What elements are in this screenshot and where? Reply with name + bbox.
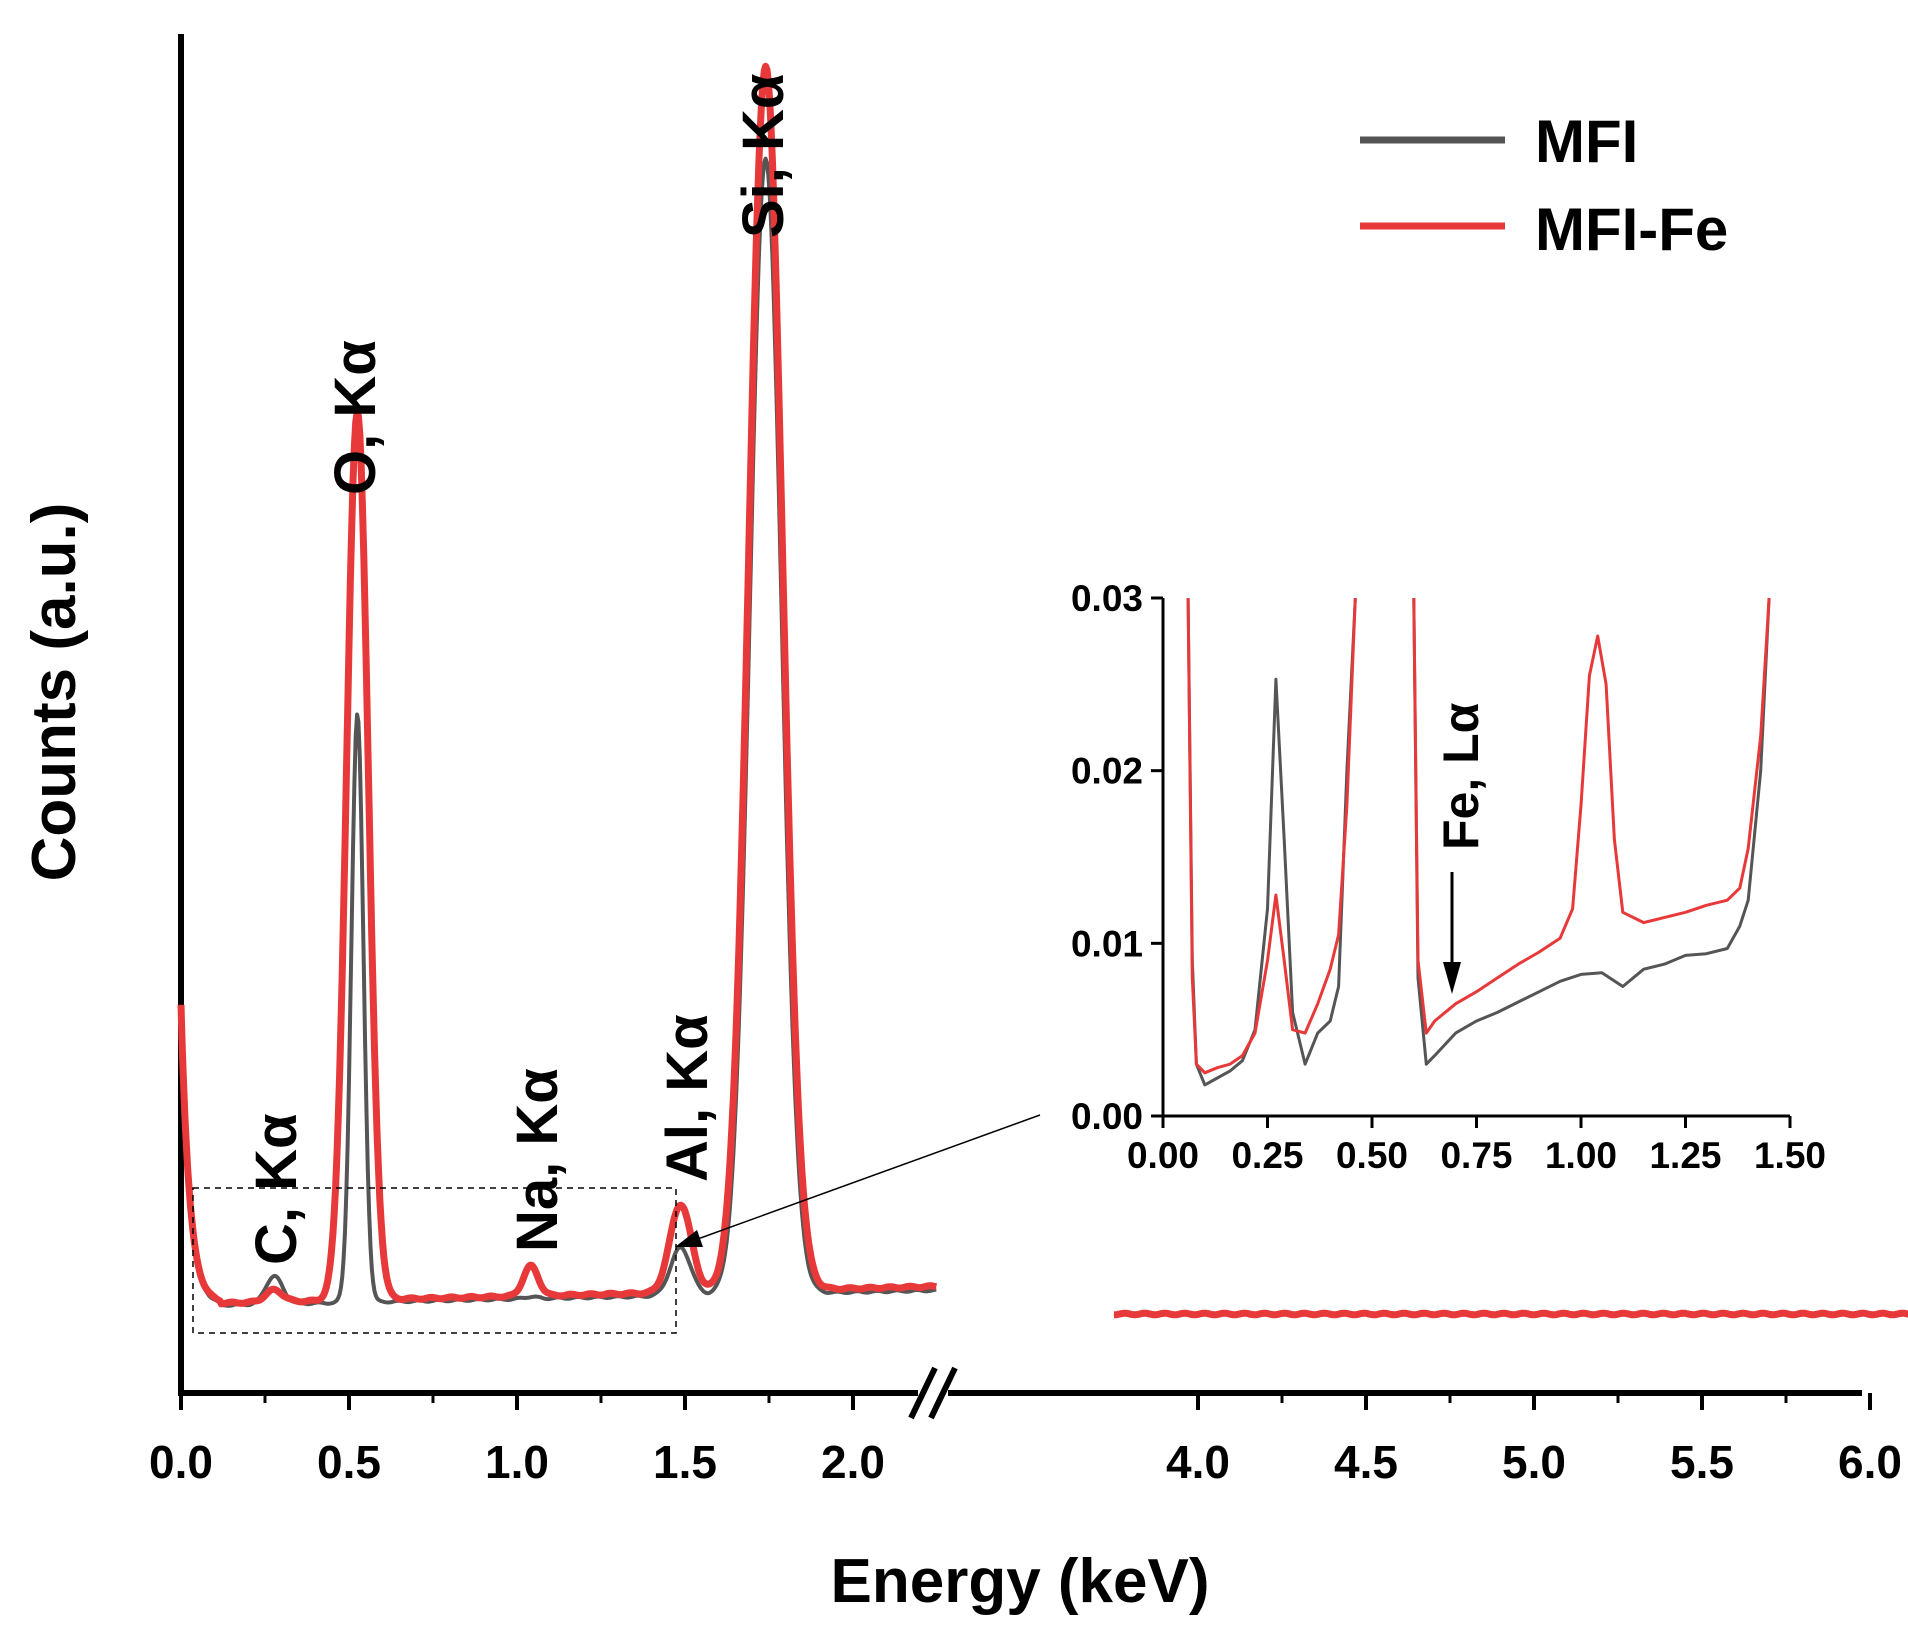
x-tick-label-1: 0.5 (317, 1436, 381, 1488)
inset-y-tick-label-0: 0.00 (1071, 1096, 1143, 1137)
peak-label-na-k: Na, Kα (505, 1068, 570, 1252)
inset-x-tick-label-5: 1.25 (1649, 1135, 1721, 1176)
legend: MFI MFI-Fe (1360, 108, 1728, 263)
fe-arrow (1443, 872, 1461, 994)
inset-y-tick-label-2: 0.02 (1071, 751, 1143, 792)
legend-label-mfi-fe: MFI-Fe (1535, 196, 1728, 263)
inset-series-mfi (1186, 597, 1771, 1087)
inset-x-tick-label-0: 0.00 (1127, 1135, 1199, 1176)
x-tick-label-2: 1.0 (485, 1436, 549, 1488)
legend-label-mfi: MFI (1535, 108, 1638, 175)
inset-x-tick-label-1: 0.25 (1231, 1135, 1303, 1176)
x-tick-label-8: 5.5 (1670, 1436, 1734, 1488)
inset-y-tick-label-3: 0.03 (1071, 578, 1143, 619)
x-tick-label-3: 1.5 (653, 1436, 717, 1488)
x-axis-title: Energy (keV) (830, 1547, 1209, 1616)
x-tick-label-5: 4.0 (1166, 1436, 1230, 1488)
zoom-connector (694, 1114, 1041, 1241)
peak-label-o-k: O, Kα (323, 340, 388, 495)
x-tick-label-6: 4.5 (1334, 1436, 1398, 1488)
inset-x-tick-label-4: 1.00 (1545, 1135, 1617, 1176)
axis-break-marker (908, 1366, 958, 1420)
fe-annotation: Fe, Lα (1433, 702, 1489, 850)
inset-y-tick-label-1: 0.01 (1071, 923, 1143, 964)
zoom-connector-arrowhead (675, 1230, 703, 1247)
inset-x-tick-label-2: 0.50 (1336, 1135, 1408, 1176)
x-tick-label-7: 5.0 (1502, 1436, 1566, 1488)
peak-label-al-k: Al, Kα (655, 1014, 720, 1182)
inset-chart: 0.00 0.25 0.50 0.75 1.00 1.25 1.50 0.00 0.01 0.02… (1071, 578, 1826, 1176)
inset-x-tick-label-3: 0.75 (1440, 1135, 1512, 1176)
x-tick-label-4: 2.0 (821, 1436, 885, 1488)
inset-series-mfi-fe (1186, 597, 1771, 1075)
y-axis-title: Counts (a.u.) (20, 503, 89, 882)
series-mfi-fe-left (177, 62, 939, 1308)
x-tick-label-0: 0.0 (149, 1436, 213, 1488)
peak-label-si-k: Si, Kα (731, 73, 796, 238)
x-tick-label-9: 6.0 (1838, 1436, 1902, 1488)
zoom-region-box (192, 1187, 677, 1334)
series-mfi-fe-right (1111, 1309, 1908, 1319)
peak-label-c-k: C, Kα (244, 1113, 309, 1265)
inset-x-tick-label-6: 1.50 (1754, 1135, 1826, 1176)
